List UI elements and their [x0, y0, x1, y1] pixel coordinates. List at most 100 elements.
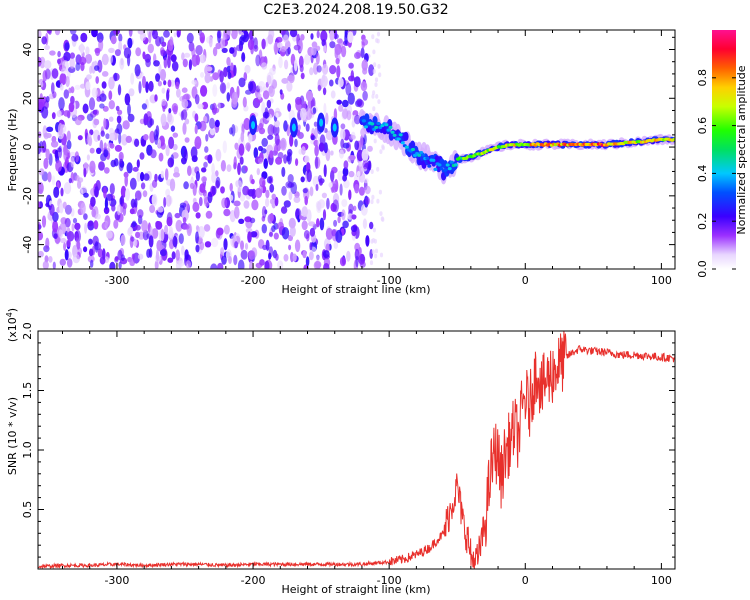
noise-blob [62, 201, 67, 209]
noise-blob [124, 174, 128, 187]
noise-blob [255, 262, 263, 269]
noise-blob [167, 157, 174, 168]
spectrogram-x-axis-label: Height of straight line (km) [281, 283, 430, 296]
noise-blob [176, 88, 181, 98]
noise-blob [283, 200, 291, 208]
ridge-core [370, 122, 375, 126]
ridge-core [362, 119, 366, 123]
noise-blob [195, 171, 200, 182]
x-tick-label: -100 [377, 574, 402, 587]
noise-blob [370, 199, 374, 205]
noise-blob [194, 136, 202, 150]
noise-blob [348, 155, 356, 161]
noise-blob [348, 62, 354, 69]
noise-blob [344, 31, 348, 45]
noise-blob [224, 30, 231, 40]
noise-blob [185, 260, 191, 269]
noise-blob [118, 151, 124, 162]
noise-blob [148, 80, 154, 92]
noise-blob [75, 175, 80, 182]
noise-blob [98, 161, 105, 171]
noise-blob [163, 80, 167, 86]
noise-blob [340, 128, 346, 141]
noise-blob [237, 162, 241, 176]
noise-blob [163, 56, 168, 69]
noise-blob [205, 133, 209, 142]
noise-blob [314, 145, 319, 157]
noise-blob [87, 220, 94, 227]
noise-blob [152, 30, 158, 40]
noise-blob [229, 47, 235, 54]
noise-blob [85, 53, 93, 64]
noise-blob [262, 90, 270, 100]
noise-blob [91, 30, 98, 38]
colorbar-tick-label: 0.0 [696, 260, 709, 278]
snr-y-axis-label: SNR (10 * v/v) [6, 397, 19, 475]
noise-blob [299, 214, 303, 220]
noise-blob [289, 134, 294, 147]
noise-blob [229, 182, 233, 192]
noise-blob [341, 209, 346, 221]
noise-blob [330, 90, 336, 99]
noise-blob [201, 167, 207, 173]
noise-blob [304, 195, 309, 206]
noise-blob [171, 251, 176, 260]
noise-blob [91, 87, 98, 98]
noise-blob [372, 90, 376, 96]
noise-blob [136, 159, 140, 168]
noise-blob [274, 133, 280, 146]
noise-blob [72, 217, 78, 224]
noise-blob [228, 256, 232, 264]
noise-blob [86, 74, 92, 80]
colorbar-tick-label: 0.2 [696, 212, 709, 230]
noise-blob [45, 96, 50, 103]
noise-blob [233, 156, 237, 169]
noise-blob [323, 102, 327, 115]
noise-blob [322, 63, 329, 75]
noise-blob [337, 170, 344, 181]
noise-blob [339, 149, 344, 159]
noise-blob [103, 206, 110, 215]
noise-blob [243, 71, 248, 81]
noise-blob [226, 92, 231, 102]
noise-blob [186, 32, 194, 44]
noise-blob [281, 227, 290, 240]
ridge-core [449, 160, 454, 164]
noise-blob [212, 72, 220, 81]
noise-blob [233, 64, 237, 77]
noise-blob [64, 249, 69, 261]
colorbar-tick-label: 0.4 [696, 165, 709, 183]
noise-blob [372, 69, 376, 74]
noise-blob [238, 143, 245, 156]
noise-blob [166, 89, 170, 102]
noise-blob [74, 222, 81, 231]
noise-blob [269, 212, 274, 222]
colorbar-tick-label: 0.6 [696, 117, 709, 135]
noise-blob [261, 206, 267, 219]
noise-blob [336, 99, 343, 105]
noise-blob [217, 102, 221, 110]
noise-blob [113, 72, 118, 82]
noise-blob [295, 99, 302, 111]
noise-blob [205, 210, 213, 219]
noise-blob [265, 189, 270, 199]
noise-blob [240, 240, 244, 250]
noise-blob [80, 61, 85, 72]
noise-blob [356, 170, 361, 177]
noise-blob [367, 145, 373, 152]
noise-blob [322, 250, 330, 259]
noise-blob [313, 121, 318, 127]
noise-blob [337, 77, 344, 88]
noise-blob [329, 79, 334, 87]
noise-blob [262, 111, 270, 119]
noise-blob [76, 240, 81, 250]
noise-blob [353, 205, 357, 211]
noise-blob [111, 204, 116, 212]
noise-blob [362, 218, 367, 229]
noise-blob [106, 230, 113, 239]
noise-blob [375, 94, 379, 99]
noise-blob [190, 146, 198, 159]
noise-blob [278, 56, 283, 69]
noise-blob [214, 119, 220, 128]
noise-blob [160, 142, 166, 150]
